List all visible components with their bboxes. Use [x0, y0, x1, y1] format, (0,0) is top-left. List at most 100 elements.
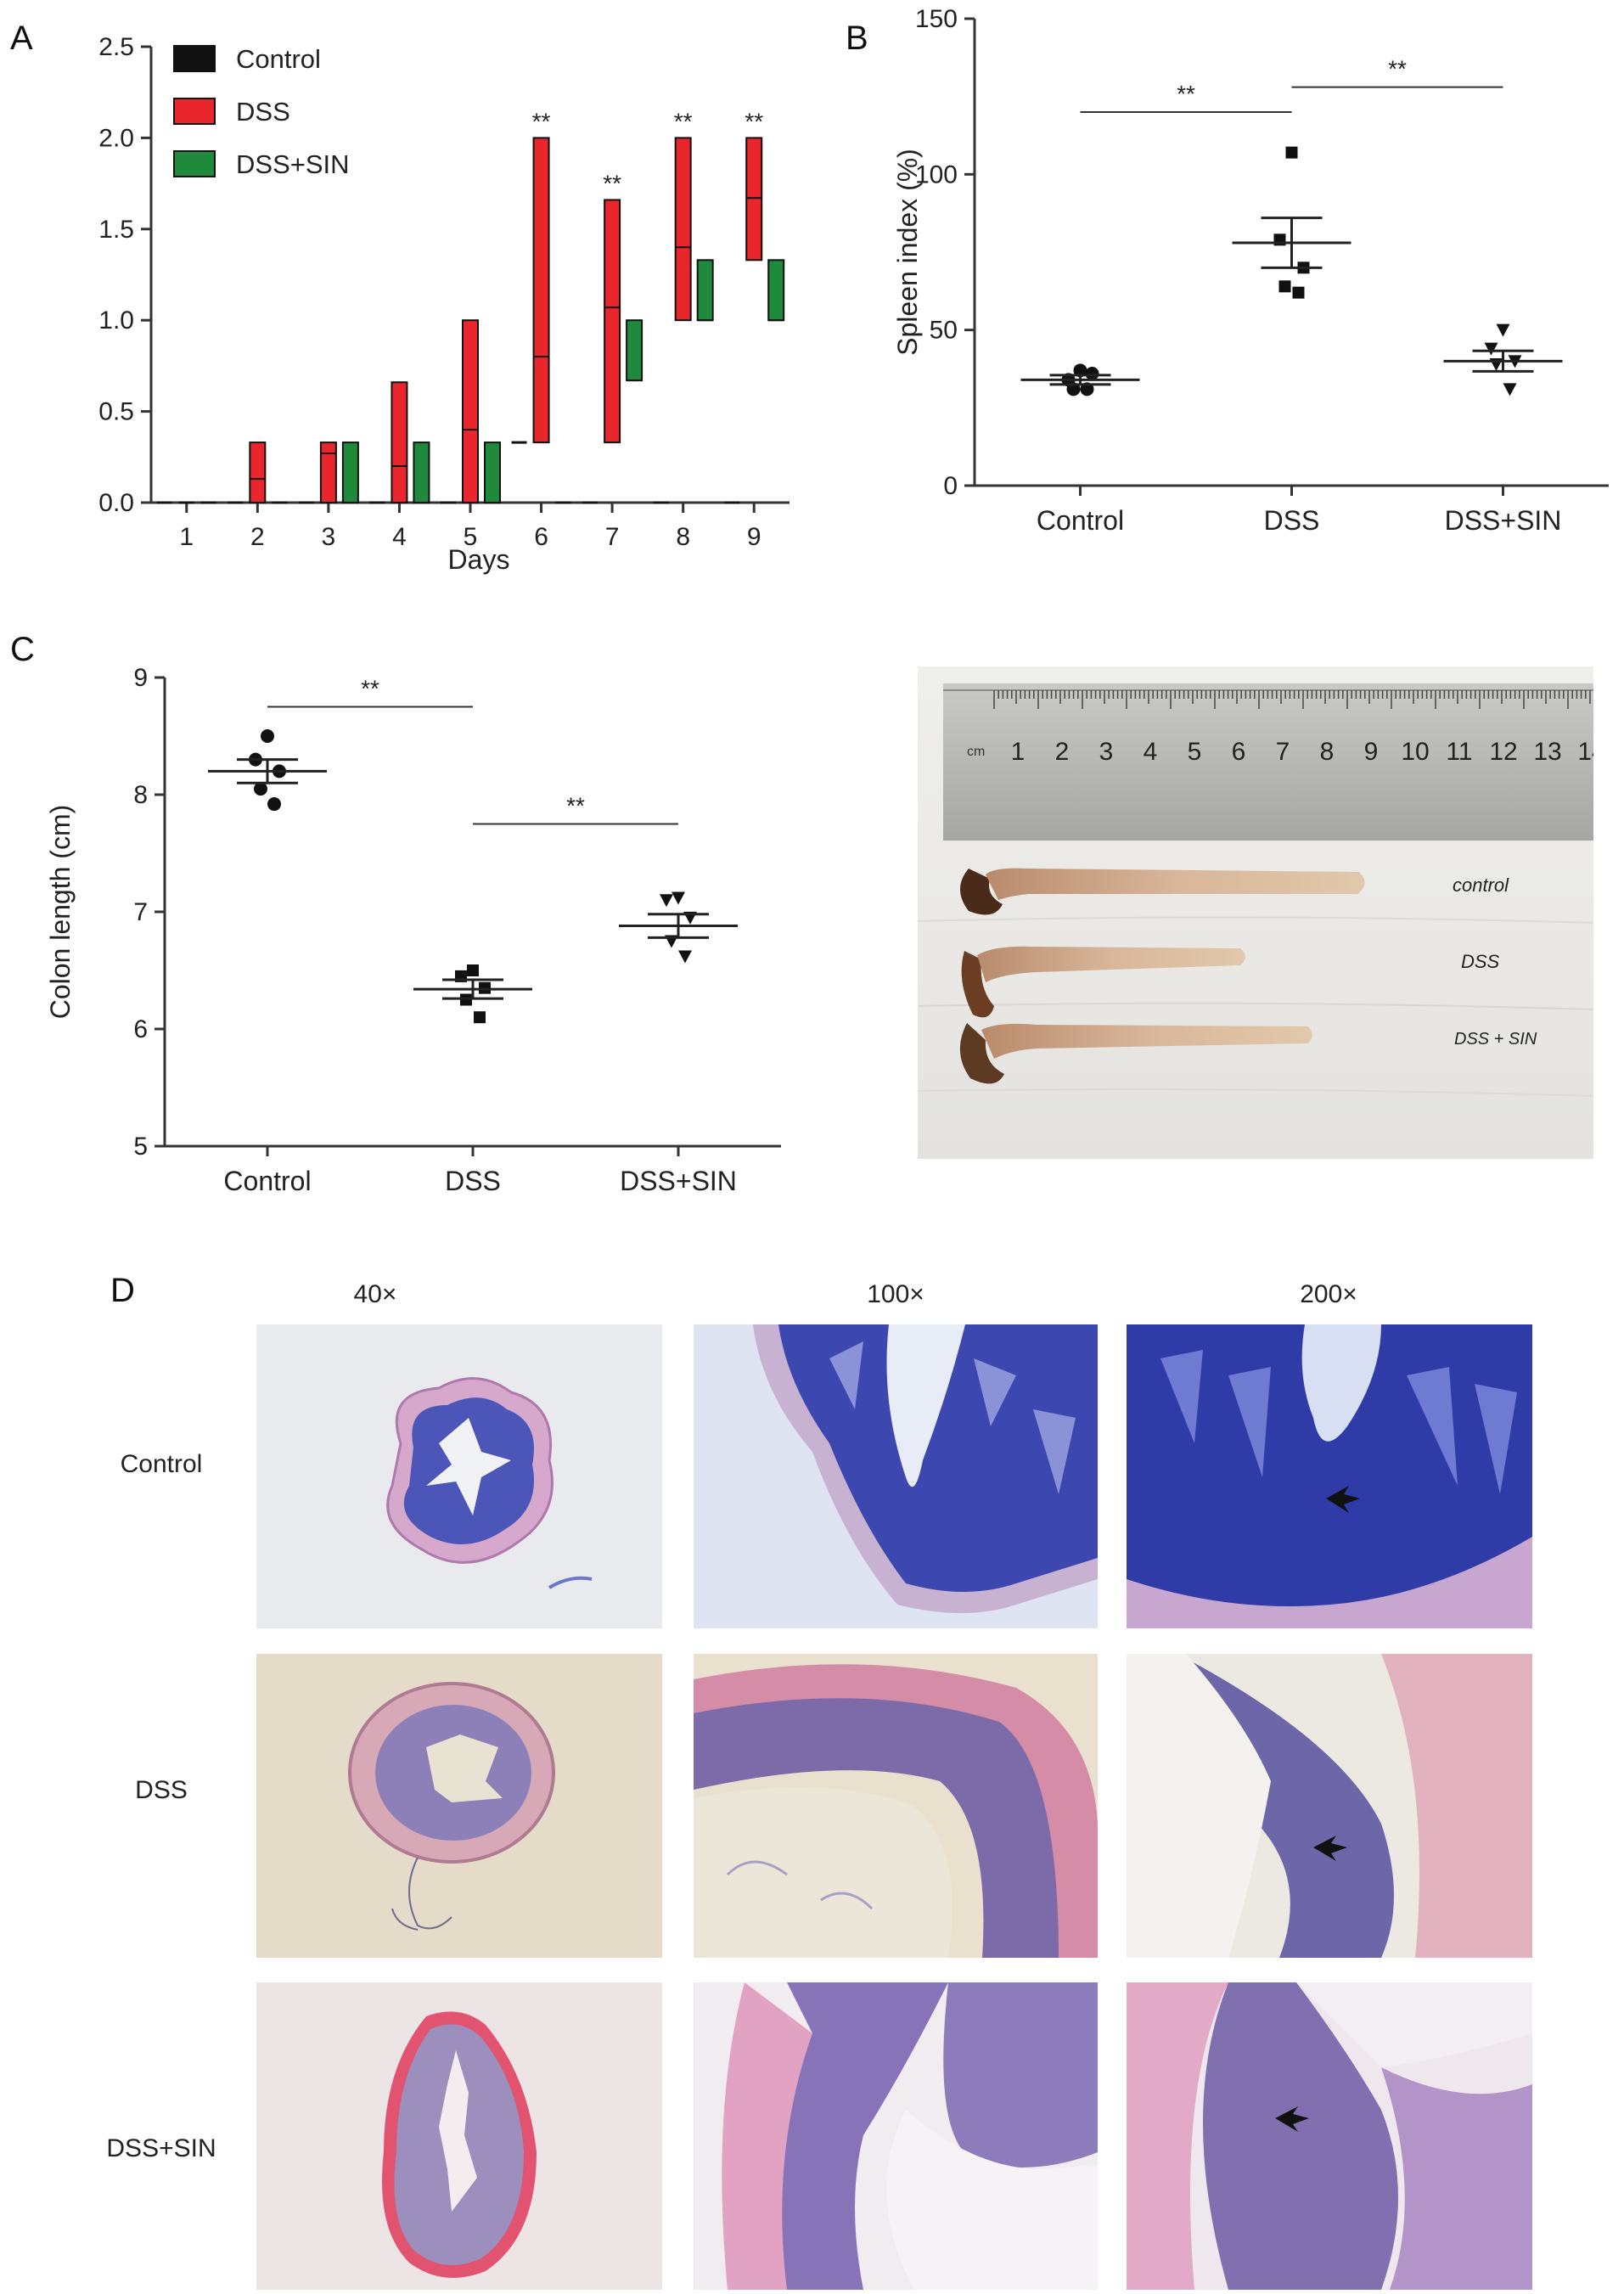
data-point: [474, 1011, 486, 1024]
ruler-number: 7: [1276, 738, 1290, 766]
col-header-200x: 200×: [1300, 1280, 1357, 1308]
x-tick-label: 3: [322, 523, 336, 551]
y-tick-label: 9: [133, 664, 148, 692]
x-tick-label: DSS: [1264, 505, 1320, 536]
data-point: [672, 891, 685, 905]
x-tick-label: 7: [605, 523, 620, 551]
panel-letter-c: C: [10, 631, 35, 668]
significance-marker: **: [1388, 56, 1407, 82]
x-tick-label: 6: [534, 523, 548, 551]
ruler-number: 3: [1099, 738, 1114, 766]
y-tick-label: 150: [915, 5, 958, 33]
x-tick-label: DSS+SIN: [1445, 505, 1562, 536]
histology-dss-sin-40x: [256, 1982, 662, 2290]
bar-dss: [249, 441, 267, 504]
histology-dss-200x: [1127, 1654, 1532, 1958]
bar-dss: [532, 137, 550, 444]
legend-label: DSS: [236, 97, 290, 127]
significance-marker: **: [1177, 81, 1195, 107]
row-label-dss: DSS: [135, 1776, 188, 1804]
data-point: [678, 950, 692, 964]
ruler-number: 14: [1577, 738, 1593, 766]
arrow-icon: [1326, 1486, 1360, 1513]
ruler-unit: cm: [967, 745, 985, 759]
ruler-number: 4: [1144, 738, 1158, 766]
photo-label-dss: DSS: [1461, 951, 1500, 972]
bar-dss-sin: [696, 259, 714, 322]
data-point: [1292, 286, 1305, 299]
col-header-40x: 40×: [353, 1280, 397, 1308]
photo-label-dss-sin: DSS + SIN: [1454, 1030, 1537, 1049]
data-point: [1484, 342, 1498, 356]
legend-swatch: [173, 150, 216, 177]
histology-control-40x: [256, 1324, 662, 1628]
legend-label: Control: [236, 44, 321, 74]
y-tick-label: 0.0: [98, 489, 134, 517]
panel-letter-b: B: [846, 20, 868, 57]
significance-marker: **: [532, 108, 551, 134]
ruler-number: 9: [1364, 738, 1379, 766]
x-tick-label: Control: [223, 1166, 311, 1196]
histology-dss-100x: [694, 1654, 1098, 1958]
y-tick-label: 2.5: [98, 33, 134, 61]
y-axis-label: Spleen index (%): [892, 149, 923, 356]
ruler-number: 1: [1011, 738, 1026, 766]
histology-dss-sin-100x: [694, 1982, 1098, 2290]
data-point: [467, 964, 479, 976]
y-tick-label: 5: [133, 1133, 148, 1161]
significance-marker: **: [745, 108, 763, 134]
photo-label-control: control: [1453, 874, 1509, 896]
ruler-number: 8: [1320, 738, 1335, 766]
x-tick-label: 2: [250, 523, 265, 551]
arrow-icon: [1275, 2106, 1309, 2132]
x-tick-label: 4: [392, 523, 407, 551]
panel-letter-d: D: [110, 1272, 135, 1309]
y-tick-label: 6: [133, 1015, 148, 1043]
y-tick-label: 2.0: [98, 124, 134, 152]
y-tick-label: 1.0: [98, 306, 134, 335]
significance-marker: **: [361, 676, 379, 702]
figure-charts: A B C 0.0 0.5 1.0 1.5 2.0 2.5 1 2 3 4 5 6 7 8 9 ** ** ** *…: [10, 5, 1609, 1196]
colon-photo: cm 1234567891011121314 control DSS DSS +…: [918, 666, 1593, 1159]
data-point: [267, 797, 281, 812]
x-axis-label: Days: [448, 544, 510, 575]
y-axis-label: Colon length (cm): [45, 805, 76, 1020]
legend-label: DSS+SIN: [236, 149, 350, 179]
ruler-number: 10: [1401, 738, 1429, 766]
data-point: [254, 782, 267, 796]
y-tick-label: 0.5: [98, 398, 134, 426]
colon-control: [960, 868, 1365, 915]
significance-marker: **: [603, 170, 621, 196]
x-tick-label: 1: [179, 523, 194, 551]
y-tick-label: 7: [133, 898, 148, 926]
colon-dss: [961, 946, 1245, 1018]
data-point: [1285, 146, 1298, 159]
x-tick-label: 9: [747, 523, 761, 551]
data-point: [1085, 367, 1099, 380]
histology-dss-sin-200x: [1127, 1982, 1532, 2290]
data-point: [261, 729, 274, 743]
panel-letter-a: A: [10, 20, 33, 57]
bar-dss: [462, 319, 479, 504]
bar-dss-sin: [341, 441, 359, 504]
ruler-number: 6: [1232, 738, 1246, 766]
ruler-number: 5: [1188, 738, 1202, 766]
y-tick-label: 1.5: [98, 216, 134, 244]
x-tick-label: 8: [676, 523, 690, 551]
data-point: [660, 894, 673, 908]
bar-dss: [604, 199, 621, 444]
chart-b-spleen-index: 0 50 100 150 Control DSS DSS+SIN Spleen index (…: [892, 5, 1609, 536]
chart-a-day-scores: 0.0 0.5 1.0 1.5 2.0 2.5 1 2 3 4 5 6 7 8 9 ** ** ** ** Days C…: [98, 33, 790, 575]
bar-dss: [391, 381, 408, 503]
bar-dss-sin: [626, 319, 643, 382]
data-point: [1278, 280, 1291, 293]
x-tick-label: DSS: [445, 1166, 501, 1196]
ruler-number: 13: [1533, 738, 1561, 766]
ruler-number: 11: [1446, 738, 1472, 766]
chart-c-colon-length: 5 6 7 8 9 Control DSS DSS+SIN Colon length (cm) *…: [45, 664, 781, 1196]
y-tick-label: 50: [930, 317, 958, 345]
row-label-dss-sin: DSS+SIN: [106, 2134, 216, 2162]
ruler: [943, 683, 1593, 841]
significance-marker: **: [674, 108, 693, 134]
x-tick-label: DSS+SIN: [620, 1166, 737, 1196]
